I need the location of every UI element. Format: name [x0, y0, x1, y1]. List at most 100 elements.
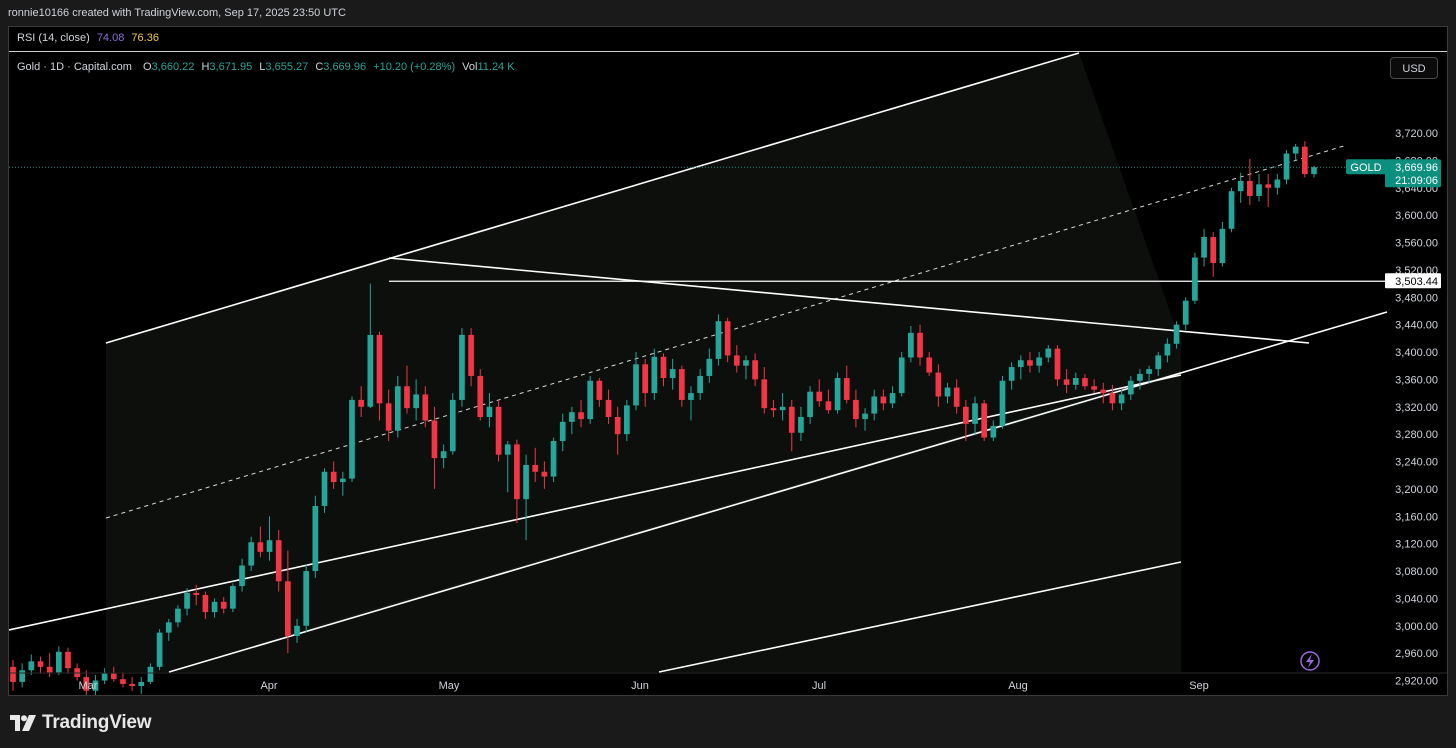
price-tick-label: 3,200.00 [1395, 484, 1438, 496]
candle-body [972, 403, 978, 424]
candle-body [963, 406, 969, 424]
candle-body [532, 464, 539, 472]
price-chart[interactable]: 3,720.003,680.003,640.003,600.003,560.00… [9, 27, 1448, 696]
symbol-legend[interactable]: Gold · 1D · Capital.com O3,660.22 H3,671… [17, 61, 515, 73]
candle-body [1017, 360, 1024, 368]
candle-body [523, 464, 529, 500]
time-axis-label: Jul [812, 680, 826, 692]
channel-upper-line[interactable] [105, 52, 1080, 344]
symbol-tag-label: GOLD [1350, 162, 1381, 174]
price-tick-label: 3,480.00 [1395, 292, 1438, 304]
candle-body [220, 601, 227, 609]
candle-body [440, 451, 447, 459]
time-axis-label: Mar [79, 680, 98, 692]
candle-body [999, 380, 1006, 426]
candle-body [404, 386, 410, 409]
price-tick-label: 3,560.00 [1395, 238, 1438, 250]
candle-body [743, 360, 749, 366]
time-axis-label: Aug [1008, 680, 1028, 692]
candle-body [129, 683, 135, 686]
candle-body [834, 378, 841, 411]
candle-body [807, 391, 813, 418]
candle-body [1036, 357, 1042, 366]
candle-body [248, 542, 255, 566]
level-tag [1385, 273, 1441, 289]
candle-body [193, 592, 200, 595]
candle-body [339, 478, 346, 483]
candle-body [1109, 393, 1116, 404]
candle-body [422, 394, 429, 421]
candle-body [779, 406, 786, 411]
candle-body [770, 408, 777, 411]
candle-body [376, 334, 383, 404]
wedge-upper-line[interactable] [168, 311, 1388, 673]
candle-body [449, 399, 456, 452]
candle-body [358, 399, 364, 407]
candle-body [944, 387, 951, 397]
price-tick-label: 3,600.00 [1395, 210, 1438, 222]
pane-divider[interactable] [9, 51, 1447, 52]
price-tick-label: 3,360.00 [1395, 374, 1438, 386]
candle-body [1256, 184, 1262, 196]
candle-body [990, 425, 997, 438]
candle-body [10, 666, 16, 682]
candle-body [275, 540, 282, 582]
candle-body [559, 421, 566, 441]
candle-body [1182, 300, 1189, 325]
candle-body [1127, 380, 1134, 395]
tradingview-brand[interactable]: TradingView [10, 712, 152, 734]
candle-body [862, 413, 868, 420]
candle-body [752, 360, 758, 380]
brand-name: TradingView [42, 712, 152, 733]
candle-body [147, 666, 154, 682]
currency-button[interactable]: USD [1390, 57, 1438, 79]
candle-body [898, 357, 905, 394]
candle-body [1210, 237, 1217, 264]
candle-body [843, 378, 850, 400]
price-tick-label: 3,400.00 [1395, 347, 1438, 359]
descending-trend-line[interactable] [388, 257, 1310, 344]
candle-body [1100, 389, 1107, 394]
price-tick-label: 2,920.00 [1395, 676, 1438, 688]
price-tick-label: 3,080.00 [1395, 566, 1438, 578]
candle-body [908, 332, 914, 358]
price-tick-label: 3,720.00 [1395, 128, 1438, 140]
candle-body [642, 364, 649, 394]
chart-panel[interactable]: 3,720.003,680.003,640.003,600.003,560.00… [8, 26, 1448, 696]
candle-body [624, 405, 630, 435]
candle-body [28, 661, 35, 671]
candle-body [1054, 348, 1061, 380]
candle-body [871, 396, 878, 414]
candle-body [816, 391, 823, 402]
price-tick-label: 3,120.00 [1395, 539, 1438, 551]
candle-body [724, 321, 731, 356]
lightning-icon[interactable] [1300, 651, 1320, 671]
symbol-tag [1346, 159, 1386, 175]
price-tick-label: 3,240.00 [1395, 457, 1438, 469]
candle-body [37, 661, 44, 667]
candle-body [19, 670, 26, 682]
candle-body [706, 358, 713, 376]
candle-body [1274, 179, 1281, 188]
candle-body [514, 444, 520, 500]
candle-body [1063, 379, 1070, 385]
candle-body [926, 357, 933, 373]
rsi-value: 74.08 [96, 32, 125, 44]
candle-body [733, 355, 740, 366]
open-value: 3,660.22 [151, 61, 195, 73]
open-label: O [143, 61, 152, 73]
candle-body [486, 406, 493, 418]
rsi-legend[interactable]: RSI (14, close) 74.08 76.36 [17, 32, 159, 44]
close-value: 3,669.96 [323, 61, 367, 73]
candle-body [495, 406, 502, 455]
channel-lower-line[interactable] [658, 561, 1182, 673]
candle-body [321, 471, 328, 506]
candle-body [138, 681, 145, 686]
candle-body [798, 417, 804, 433]
candle-body [825, 401, 832, 411]
candle-body [165, 622, 172, 633]
candle-body [788, 406, 795, 433]
time-axis-label: May [439, 680, 460, 692]
candle-body [477, 375, 484, 418]
rsi-title: RSI (14, close) [17, 32, 90, 44]
